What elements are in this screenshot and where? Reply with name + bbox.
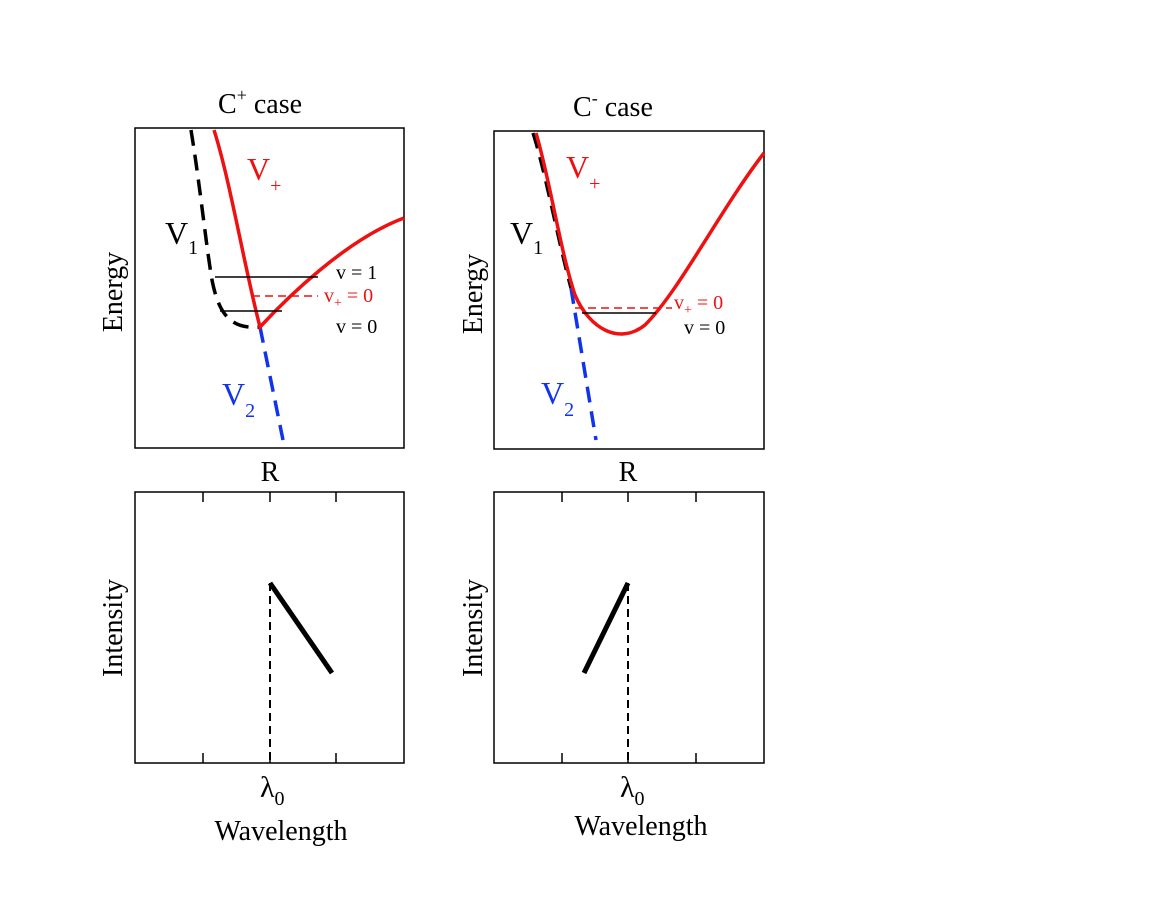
- right-intensity-plot-frame: [493, 491, 765, 764]
- right-energy-label: Energy: [458, 254, 489, 334]
- left-lambda0-label: λ0: [260, 771, 285, 810]
- left-level-vplus0-sub: +: [334, 296, 342, 311]
- left-title: C+ case: [218, 85, 302, 120]
- left-title-rest: case: [247, 89, 302, 120]
- left-level-v1-label: v = 1: [336, 262, 377, 284]
- left-lambda-sub: 0: [275, 788, 285, 810]
- right-intensity-line: [581, 581, 631, 675]
- left-v1-curve: [189, 129, 261, 329]
- right-vplus-curve: [534, 132, 766, 336]
- left-vplus-label: V+: [247, 151, 281, 197]
- right-level-vplus0-sub: +: [684, 303, 692, 318]
- right-vplus-label: V+: [566, 149, 600, 195]
- right-wavelength-label: Wavelength: [574, 811, 707, 842]
- right-r-label: R: [619, 457, 638, 488]
- left-lambda-main: λ: [260, 771, 275, 804]
- right-level-vplus0-main: v: [674, 292, 684, 314]
- left-title-sup: +: [237, 85, 247, 105]
- left-level-v0-label: v = 0: [336, 316, 377, 338]
- left-energy-plot-frame: [134, 127, 405, 449]
- left-v1-label: V1: [165, 215, 198, 259]
- left-v2-label: V2: [222, 376, 255, 422]
- right-v2-label: V2: [541, 375, 574, 421]
- right-title-main: C: [573, 92, 592, 123]
- right-level-vplus0-label: v+ = 0: [674, 292, 723, 318]
- left-vplus-sub: +: [270, 175, 281, 197]
- right-level-v0-label: v = 0: [684, 317, 725, 339]
- right-title-rest: case: [598, 92, 653, 123]
- left-energy-label: Energy: [98, 252, 129, 332]
- left-wavelength-label: Wavelength: [214, 816, 347, 847]
- left-level-vplus0-label: v+ = 0: [324, 285, 373, 311]
- right-intensity-label: Intensity: [458, 579, 489, 677]
- left-level-vplus0-rest: = 0: [342, 285, 373, 307]
- left-v1-sub: 1: [188, 237, 198, 259]
- left-title-main: C: [218, 89, 237, 120]
- right-v1-sub: 1: [533, 237, 543, 259]
- right-lambda-sub: 0: [635, 788, 645, 810]
- right-title: C- case: [573, 88, 653, 123]
- right-v2-sub: 2: [564, 399, 574, 421]
- right-level-vplus0-rest: = 0: [692, 292, 723, 314]
- left-intensity-line: [267, 581, 335, 675]
- right-v2-main: V: [541, 375, 564, 411]
- right-lambda0-label: λ0: [620, 771, 645, 810]
- right-v2-curve: [569, 287, 598, 441]
- left-intensity-label: Intensity: [98, 579, 129, 677]
- left-vplus-main: V: [247, 151, 270, 187]
- left-v2-curve: [258, 326, 285, 441]
- left-v2-main: V: [222, 376, 245, 412]
- left-v2-sub: 2: [245, 400, 255, 422]
- right-v1-main: V: [510, 215, 533, 251]
- left-level-vplus0-main: v: [324, 285, 334, 307]
- right-vplus-sub: +: [589, 173, 600, 195]
- left-vplus-curve: [212, 129, 405, 331]
- right-vplus-main: V: [566, 149, 589, 185]
- right-title-sup: -: [592, 88, 598, 108]
- right-energy-plot-frame: [493, 130, 765, 450]
- right-v1-label: V1: [510, 215, 543, 259]
- right-lambda-main: λ: [620, 771, 635, 804]
- left-r-label: R: [261, 457, 280, 488]
- left-v1-main: V: [165, 215, 188, 251]
